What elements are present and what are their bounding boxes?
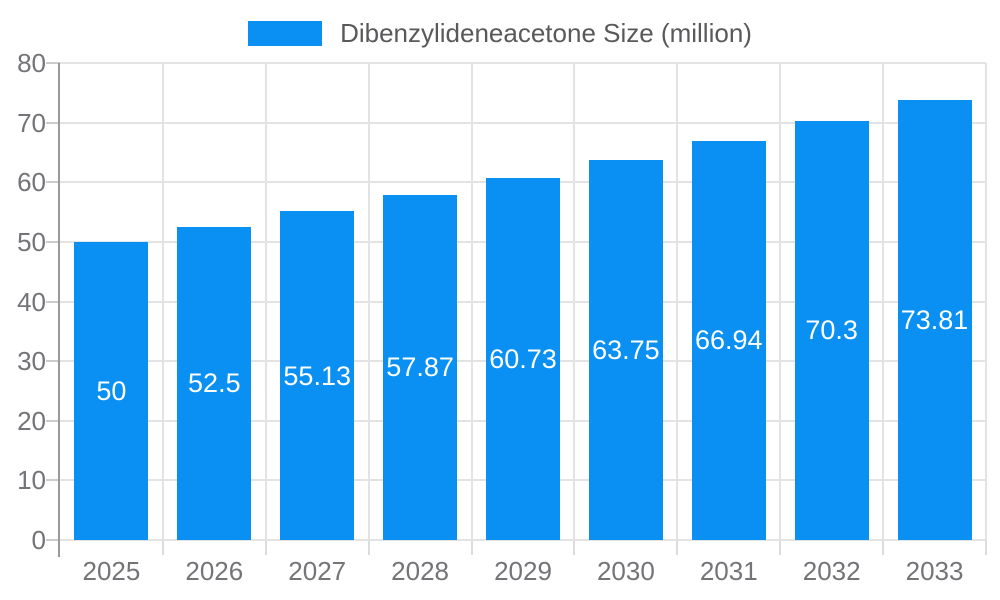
bar-value-label: 50 xyxy=(96,375,127,406)
y-tick-label: 20 xyxy=(17,405,46,436)
gridline-vertical xyxy=(882,63,885,540)
y-tick-label: 30 xyxy=(17,346,46,377)
x-axis-tick xyxy=(264,540,267,555)
y-axis-tick xyxy=(46,121,60,124)
bar[interactable]: 60.73 xyxy=(485,177,560,540)
bar-column: 73.81 xyxy=(883,63,986,540)
legend[interactable]: Dibenzylideneacetone Size (million) xyxy=(0,19,1000,47)
y-axis-tick xyxy=(46,240,60,243)
bar-value-label: 55.13 xyxy=(283,360,351,391)
x-tick-label: 2033 xyxy=(905,556,964,586)
x-axis-tick xyxy=(779,540,782,555)
bar[interactable]: 66.94 xyxy=(691,140,766,540)
y-axis-tick xyxy=(46,479,60,482)
x-axis-tick xyxy=(470,540,473,555)
bar-value-label: 57.87 xyxy=(386,352,454,383)
bar-value-label: 60.73 xyxy=(489,343,557,374)
y-tick-label: 70 xyxy=(17,107,46,138)
y-axis-tick xyxy=(46,300,60,303)
bar[interactable]: 73.81 xyxy=(897,99,972,540)
x-tick-label: 2025 xyxy=(82,556,141,586)
gridline-vertical xyxy=(470,63,473,540)
y-tick-label: 40 xyxy=(17,286,46,317)
bar[interactable]: 50 xyxy=(74,241,149,540)
bar-column: 70.3 xyxy=(780,63,883,540)
bar-value-label: 70.3 xyxy=(805,315,858,346)
bar[interactable]: 52.5 xyxy=(177,226,252,540)
gridline-vertical xyxy=(779,63,782,540)
y-axis-tick xyxy=(46,62,60,64)
gridline-horizontal xyxy=(60,121,986,124)
bar-column: 60.73 xyxy=(472,63,575,540)
bar-value-label: 52.5 xyxy=(188,368,241,399)
bar-column: 52.5 xyxy=(163,63,266,540)
x-tick-label: 2027 xyxy=(288,556,347,586)
plot-area: 0 10 20 30 40 50 60 70 80 50 2025 52.5 2026 55.13 2027… xyxy=(17,48,987,586)
gridline-vertical xyxy=(161,63,164,540)
x-axis-tick xyxy=(367,540,370,555)
gridline-vertical xyxy=(367,63,370,540)
x-tick-label: 2032 xyxy=(802,556,861,586)
x-axis-tick xyxy=(676,540,679,555)
x-tick-label: 2028 xyxy=(391,556,450,586)
bar-column: 57.87 xyxy=(369,63,472,540)
bar[interactable]: 55.13 xyxy=(280,211,355,540)
bar-column: 66.94 xyxy=(677,63,780,540)
bar-value-label: 66.94 xyxy=(694,325,763,356)
y-axis-tick xyxy=(46,181,60,184)
x-tick-label: 2030 xyxy=(596,556,655,586)
gridline-vertical xyxy=(264,63,267,540)
bar-column: 50 xyxy=(60,63,163,540)
bar-column: 63.75 xyxy=(574,63,677,540)
gridline-horizontal xyxy=(60,62,986,64)
legend-swatch-icon xyxy=(248,20,323,46)
bar-value-label: 73.81 xyxy=(900,304,969,335)
bar-value-label: 63.75 xyxy=(592,334,660,365)
x-tick-label: 2029 xyxy=(494,556,552,586)
y-tick-label: 80 xyxy=(17,48,46,78)
y-tick-label: 50 xyxy=(17,226,46,257)
gridline-horizontal xyxy=(60,539,986,541)
x-tick-label: 2031 xyxy=(699,556,758,586)
bar[interactable]: 70.3 xyxy=(794,120,869,540)
x-axis-tick xyxy=(573,540,576,555)
y-tick-label: 10 xyxy=(17,465,46,496)
x-tick-label: 2026 xyxy=(185,556,244,586)
bar[interactable]: 63.75 xyxy=(588,159,663,540)
gridline-vertical xyxy=(573,63,576,540)
bar-column: 55.13 xyxy=(266,63,369,540)
x-axis-tick xyxy=(161,540,164,555)
x-axis-tick xyxy=(985,540,987,555)
x-axis-tick xyxy=(882,540,885,555)
bar[interactable]: 57.87 xyxy=(383,194,458,540)
y-axis-tick xyxy=(46,419,60,422)
gridline-vertical xyxy=(676,63,679,540)
y-tick-label: 0 xyxy=(31,525,46,555)
y-tick-label: 60 xyxy=(17,167,46,198)
y-axis-line xyxy=(58,63,60,557)
y-axis-tick xyxy=(46,360,60,363)
gridline-vertical xyxy=(985,63,987,540)
y-axis-tick xyxy=(46,539,60,541)
legend-label: Dibenzylideneacetone Size (million) xyxy=(340,18,752,48)
